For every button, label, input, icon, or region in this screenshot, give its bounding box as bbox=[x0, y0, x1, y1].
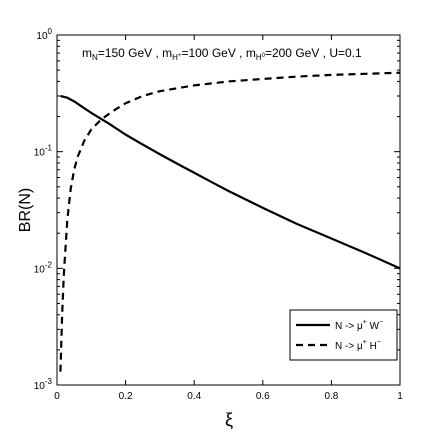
y-tick-label: 10-1 bbox=[34, 144, 53, 159]
series-line-solid bbox=[60, 94, 401, 270]
y-tick-label: 10-3 bbox=[34, 377, 53, 392]
x-tick-label: 0.2 bbox=[119, 391, 133, 402]
legend: N -> μ+ W− N -> μ+ H− bbox=[289, 309, 398, 361]
chart-annotation: mN=150 GeV , mH+=100 GeV , mH0=200 GeV ,… bbox=[82, 46, 362, 62]
y-tick-label: 10-2 bbox=[34, 260, 53, 275]
axis-ticks bbox=[56, 34, 401, 386]
x-tick-label: 0.8 bbox=[324, 391, 338, 402]
x-tick-label: 0 bbox=[54, 391, 60, 402]
series-line-dashed bbox=[59, 71, 401, 372]
y-axis-label: BR(N) bbox=[17, 188, 34, 232]
axis-tick-labels: 0 0.2 0.4 0.6 0.8 1 10-3 10-2 10-1 100 bbox=[34, 27, 403, 402]
series-group bbox=[59, 71, 401, 372]
x-tick-label: 0.6 bbox=[256, 391, 270, 402]
legend-box bbox=[289, 309, 398, 361]
plot-area bbox=[56, 34, 401, 386]
x-tick-label: 0.4 bbox=[187, 391, 201, 402]
legend-entry-dashed: N -> μ+ H− bbox=[335, 339, 381, 352]
x-axis-label: ξ bbox=[225, 410, 233, 430]
y-tick-label: 100 bbox=[36, 27, 52, 42]
legend-entry-solid: N -> μ+ W− bbox=[335, 319, 383, 332]
x-tick-label: 1 bbox=[397, 391, 403, 402]
